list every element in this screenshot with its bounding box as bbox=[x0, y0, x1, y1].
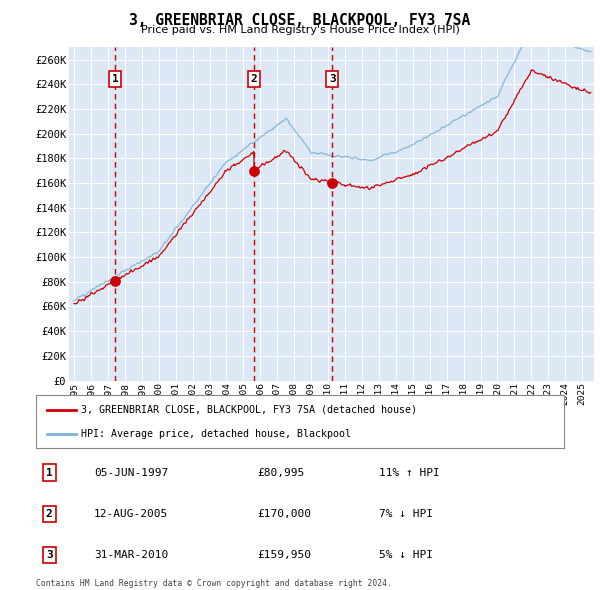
Text: HPI: Average price, detached house, Blackpool: HPI: Average price, detached house, Blac… bbox=[81, 429, 351, 439]
Text: 5% ↓ HPI: 5% ↓ HPI bbox=[379, 550, 433, 560]
Point bbox=[249, 166, 259, 175]
Text: 31-MAR-2010: 31-MAR-2010 bbox=[94, 550, 169, 560]
Text: 3, GREENBRIAR CLOSE, BLACKPOOL, FY3 7SA: 3, GREENBRIAR CLOSE, BLACKPOOL, FY3 7SA bbox=[130, 13, 470, 28]
Text: 7% ↓ HPI: 7% ↓ HPI bbox=[379, 509, 433, 519]
Text: 3: 3 bbox=[46, 550, 53, 560]
Point bbox=[328, 178, 337, 188]
Text: 12-AUG-2005: 12-AUG-2005 bbox=[94, 509, 169, 519]
Text: 05-JUN-1997: 05-JUN-1997 bbox=[94, 468, 169, 477]
Point bbox=[110, 276, 120, 286]
Text: 1: 1 bbox=[112, 74, 119, 84]
Text: £170,000: £170,000 bbox=[258, 509, 312, 519]
Text: 2: 2 bbox=[250, 74, 257, 84]
Text: £80,995: £80,995 bbox=[258, 468, 305, 477]
Text: Contains HM Land Registry data © Crown copyright and database right 2024.
This d: Contains HM Land Registry data © Crown c… bbox=[36, 579, 392, 590]
Text: 3, GREENBRIAR CLOSE, BLACKPOOL, FY3 7SA (detached house): 3, GREENBRIAR CLOSE, BLACKPOOL, FY3 7SA … bbox=[81, 405, 417, 415]
Text: 3: 3 bbox=[329, 74, 336, 84]
Text: 1: 1 bbox=[46, 468, 53, 477]
Text: Price paid vs. HM Land Registry's House Price Index (HPI): Price paid vs. HM Land Registry's House … bbox=[140, 25, 460, 35]
Text: 2: 2 bbox=[46, 509, 53, 519]
Text: 11% ↑ HPI: 11% ↑ HPI bbox=[379, 468, 440, 477]
Text: £159,950: £159,950 bbox=[258, 550, 312, 560]
